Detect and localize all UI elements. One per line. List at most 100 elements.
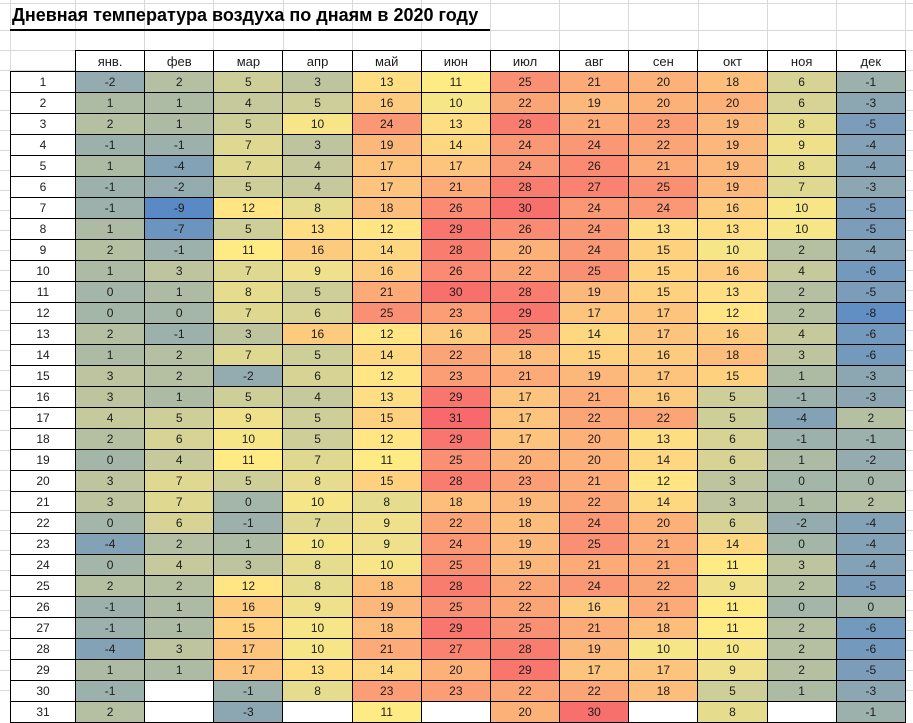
- temp-cell[interactable]: 1: [74, 659, 146, 681]
- row-header-day[interactable]: 6: [10, 176, 76, 198]
- temp-cell[interactable]: 21: [559, 113, 630, 135]
- temp-cell[interactable]: 2: [835, 407, 906, 429]
- empty-cell[interactable]: [766, 701, 837, 723]
- temp-cell[interactable]: 21: [559, 386, 630, 408]
- temp-cell[interactable]: -1: [213, 680, 284, 702]
- temp-cell[interactable]: 16: [697, 197, 768, 219]
- temp-cell[interactable]: 3: [213, 323, 284, 345]
- temp-cell[interactable]: -2: [144, 176, 215, 198]
- row-header-day[interactable]: 17: [10, 407, 76, 429]
- temp-cell[interactable]: 13: [351, 386, 422, 408]
- temp-cell[interactable]: 8: [282, 197, 353, 219]
- temp-cell[interactable]: 2: [74, 113, 146, 135]
- column-header-month[interactable]: дек: [835, 50, 906, 72]
- temp-cell[interactable]: 9: [282, 596, 353, 618]
- temp-cell[interactable]: 17: [489, 407, 561, 429]
- temp-cell[interactable]: 21: [489, 365, 561, 387]
- temp-cell[interactable]: -5: [835, 113, 906, 135]
- temp-cell[interactable]: 21: [559, 554, 630, 576]
- temp-cell[interactable]: -4: [766, 407, 837, 429]
- temp-cell[interactable]: 8: [282, 554, 353, 576]
- temp-cell[interactable]: -1: [835, 428, 906, 450]
- temp-cell[interactable]: -4: [835, 134, 906, 156]
- temp-cell[interactable]: 23: [420, 680, 491, 702]
- temp-cell[interactable]: 2: [835, 491, 906, 513]
- temp-cell[interactable]: 3: [74, 491, 146, 513]
- temp-cell[interactable]: 19: [697, 176, 768, 198]
- temp-cell[interactable]: 18: [489, 512, 561, 534]
- temp-cell[interactable]: 24: [628, 197, 699, 219]
- temp-cell[interactable]: 0: [766, 470, 837, 492]
- temp-cell[interactable]: 25: [559, 533, 630, 555]
- temp-cell[interactable]: 18: [697, 71, 768, 93]
- row-header-day[interactable]: 28: [10, 638, 76, 660]
- temp-cell[interactable]: -5: [835, 659, 906, 681]
- temp-cell[interactable]: 29: [420, 218, 491, 240]
- temp-cell[interactable]: 17: [213, 659, 284, 681]
- temp-cell[interactable]: 25: [489, 71, 561, 93]
- row-header-day[interactable]: 31: [10, 701, 76, 723]
- temp-cell[interactable]: 2: [766, 575, 837, 597]
- temp-cell[interactable]: 11: [697, 554, 768, 576]
- temp-cell[interactable]: 17: [628, 365, 699, 387]
- temp-cell[interactable]: 23: [420, 302, 491, 324]
- temp-cell[interactable]: 3: [766, 554, 837, 576]
- temp-cell[interactable]: -6: [835, 323, 906, 345]
- temp-cell[interactable]: 15: [351, 407, 422, 429]
- row-header-day[interactable]: 1: [10, 71, 76, 93]
- temp-cell[interactable]: 19: [489, 554, 561, 576]
- temp-cell[interactable]: 16: [351, 92, 422, 114]
- temp-cell[interactable]: 2: [144, 344, 215, 366]
- temp-cell[interactable]: 1: [74, 260, 146, 282]
- temp-cell[interactable]: -6: [835, 638, 906, 660]
- temp-cell[interactable]: 20: [697, 92, 768, 114]
- column-header-month[interactable]: июл: [489, 50, 561, 72]
- temp-cell[interactable]: 1: [766, 680, 837, 702]
- temp-cell[interactable]: 16: [351, 260, 422, 282]
- temp-cell[interactable]: 19: [697, 155, 768, 177]
- temp-cell[interactable]: -5: [835, 197, 906, 219]
- temp-cell[interactable]: 20: [559, 428, 630, 450]
- temp-cell[interactable]: 5: [282, 428, 353, 450]
- temp-cell[interactable]: -5: [835, 218, 906, 240]
- temp-cell[interactable]: 19: [559, 365, 630, 387]
- temp-cell[interactable]: 11: [213, 449, 284, 471]
- temp-cell[interactable]: 5: [213, 176, 284, 198]
- temp-cell[interactable]: 8: [697, 701, 768, 723]
- temp-cell[interactable]: 2: [74, 575, 146, 597]
- temp-cell[interactable]: 10: [213, 428, 284, 450]
- temp-cell[interactable]: 19: [489, 533, 561, 555]
- temp-cell[interactable]: 14: [351, 344, 422, 366]
- temp-cell[interactable]: 22: [489, 596, 561, 618]
- temp-cell[interactable]: 22: [489, 680, 561, 702]
- temp-cell[interactable]: 22: [628, 575, 699, 597]
- temp-cell[interactable]: 4: [282, 176, 353, 198]
- temp-cell[interactable]: 20: [628, 92, 699, 114]
- temp-cell[interactable]: 2: [766, 281, 837, 303]
- temp-cell[interactable]: 22: [489, 575, 561, 597]
- temp-cell[interactable]: 2: [766, 659, 837, 681]
- temp-cell[interactable]: -5: [835, 281, 906, 303]
- temp-cell[interactable]: 2: [74, 323, 146, 345]
- temp-cell[interactable]: 17: [420, 155, 491, 177]
- temp-cell[interactable]: 9: [351, 512, 422, 534]
- temp-cell[interactable]: 20: [420, 659, 491, 681]
- temp-cell[interactable]: 19: [351, 134, 422, 156]
- temp-cell[interactable]: 1: [144, 281, 215, 303]
- temp-cell[interactable]: 10: [282, 491, 353, 513]
- temp-cell[interactable]: 17: [559, 302, 630, 324]
- temp-cell[interactable]: 14: [559, 323, 630, 345]
- temp-cell[interactable]: 10: [697, 638, 768, 660]
- temp-cell[interactable]: 3: [74, 365, 146, 387]
- temp-cell[interactable]: 25: [559, 260, 630, 282]
- temp-cell[interactable]: 12: [351, 365, 422, 387]
- temp-cell[interactable]: 25: [420, 596, 491, 618]
- temp-cell[interactable]: 7: [144, 470, 215, 492]
- temp-cell[interactable]: -1: [74, 134, 146, 156]
- temp-cell[interactable]: 1: [213, 533, 284, 555]
- temp-cell[interactable]: 1: [144, 92, 215, 114]
- temp-cell[interactable]: -1: [766, 428, 837, 450]
- temp-cell[interactable]: 14: [697, 533, 768, 555]
- temp-cell[interactable]: 15: [351, 470, 422, 492]
- temp-cell[interactable]: -4: [835, 512, 906, 534]
